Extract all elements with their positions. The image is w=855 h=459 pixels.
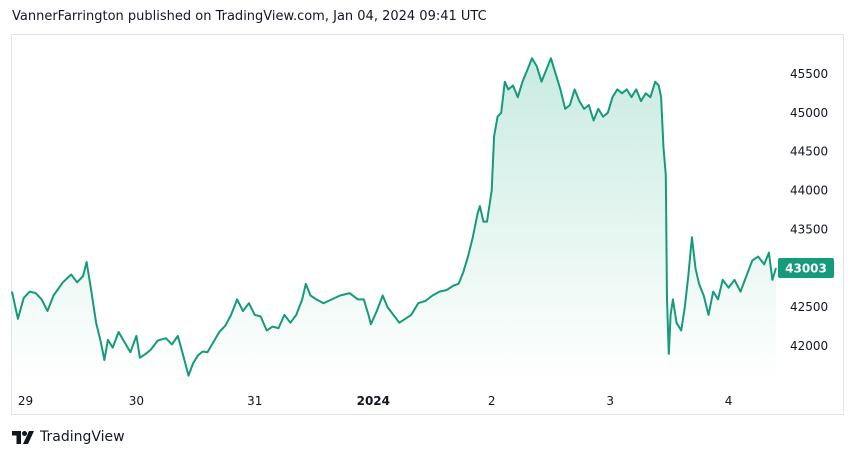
y-tick-label: 42500 <box>790 300 828 314</box>
chart-frame <box>11 34 844 415</box>
y-tick-label: 45500 <box>790 67 828 81</box>
brand-label: TradingView <box>40 429 125 445</box>
brand-footer[interactable]: TradingView <box>12 429 125 445</box>
y-tick-label: 44500 <box>790 145 828 159</box>
price-line <box>11 57 777 377</box>
y-tick-label: 43500 <box>790 222 828 236</box>
price-area-fill <box>12 58 776 382</box>
last-price-badge <box>778 258 834 278</box>
x-tick-label: 2 <box>488 394 496 408</box>
x-tick-label: 29 <box>18 394 33 408</box>
published-caption: VannerFarrington published on TradingVie… <box>12 9 487 24</box>
x-tick-label: 3 <box>606 394 614 408</box>
y-tick-label: 44000 <box>790 184 828 198</box>
y-tick-label: 45000 <box>790 106 828 120</box>
y-tick-label: 42000 <box>790 339 828 353</box>
tradingview-logo-icon <box>12 430 34 444</box>
x-tick-label: 4 <box>725 394 733 408</box>
last-price-label: 43003 <box>785 262 827 276</box>
x-tick-label: 2024 <box>357 394 390 408</box>
x-tick-label: 30 <box>129 394 144 408</box>
x-tick-label: 31 <box>247 394 262 408</box>
